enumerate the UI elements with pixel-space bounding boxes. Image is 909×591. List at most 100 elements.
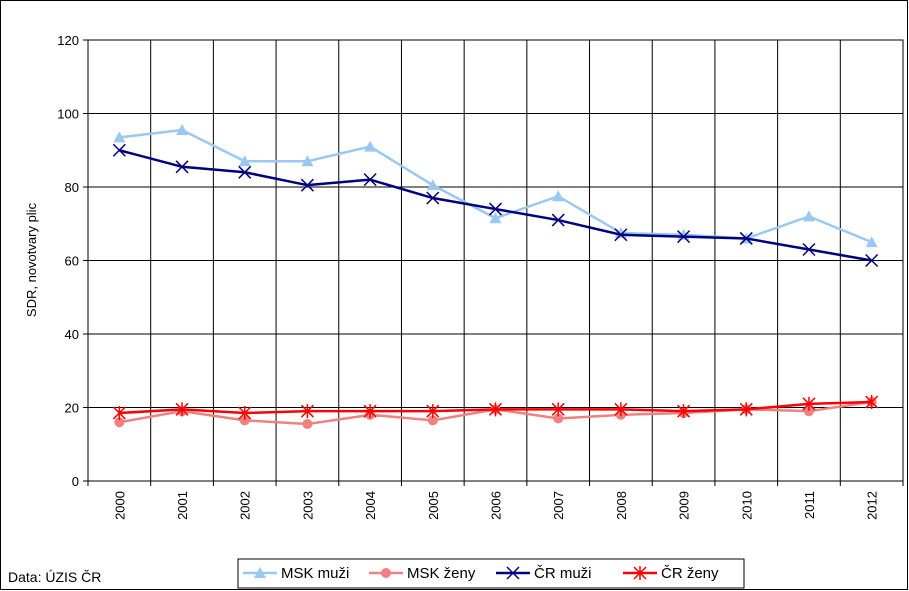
- asterisk: [300, 404, 314, 419]
- y-tick-label: 80: [65, 180, 79, 195]
- marker: [865, 236, 878, 248]
- marker: [112, 143, 126, 157]
- marker: [239, 415, 250, 426]
- marker: [302, 419, 313, 430]
- marker: [865, 394, 879, 409]
- marker: [300, 404, 314, 419]
- cross: [112, 143, 126, 157]
- y-tick-label: 0: [72, 474, 79, 489]
- legend-label: ČR ženy: [661, 565, 719, 582]
- asterisk: [488, 402, 503, 417]
- marker: [427, 415, 438, 426]
- marker: [865, 253, 879, 268]
- marker: [614, 228, 628, 242]
- cross: [363, 173, 377, 187]
- dot: [239, 415, 250, 426]
- dot: [427, 415, 438, 426]
- dot: [302, 419, 313, 430]
- y-tick-label: 60: [65, 254, 79, 269]
- marker: [238, 155, 251, 167]
- asterisk: [175, 402, 189, 417]
- x-tick-label: 2004: [363, 491, 378, 520]
- x-tick-label: 2000: [112, 491, 127, 520]
- marker: [238, 165, 252, 179]
- cross: [865, 253, 879, 268]
- asterisk: [614, 402, 628, 417]
- asterisk: [739, 402, 753, 417]
- y-tick-label: 120: [57, 33, 79, 48]
- triangle: [301, 155, 314, 167]
- x-tick-label: 2007: [551, 491, 566, 520]
- y-tick-label: 100: [57, 107, 79, 122]
- marker: [300, 178, 314, 192]
- marker: [381, 568, 391, 578]
- triangle: [254, 567, 266, 578]
- marker: [739, 402, 753, 417]
- marker: [175, 160, 189, 174]
- x-tick-label: 2006: [489, 491, 504, 520]
- legend-label: MSK ženy: [407, 565, 476, 582]
- marker: [489, 212, 502, 224]
- triangle: [802, 210, 815, 222]
- marker: [364, 140, 377, 152]
- x-tick-label: 2011: [802, 491, 817, 519]
- y-tick-label: 40: [65, 327, 79, 342]
- cross: [238, 165, 252, 179]
- x-tick-label: 2012: [865, 491, 880, 520]
- asterisk: [633, 566, 647, 580]
- triangle: [489, 212, 502, 224]
- marker: [254, 567, 266, 578]
- marker: [112, 406, 126, 421]
- marker: [552, 190, 565, 202]
- cross: [802, 242, 816, 257]
- asterisk: [426, 404, 440, 419]
- marker: [363, 404, 377, 419]
- x-tick-label: 2009: [677, 491, 692, 520]
- marker: [426, 191, 440, 205]
- x-tick-label: 2010: [739, 491, 754, 520]
- marker: [176, 124, 189, 136]
- marker: [238, 406, 252, 421]
- marker: [802, 242, 816, 257]
- marker: [175, 402, 189, 417]
- dot: [803, 406, 814, 417]
- marker: [677, 404, 691, 419]
- marker: [614, 402, 628, 417]
- x-tick-label: 2003: [300, 491, 315, 520]
- legend-label: MSK muži: [281, 565, 349, 582]
- asterisk: [802, 396, 816, 411]
- triangle: [364, 140, 377, 152]
- marker: [551, 402, 565, 417]
- marker: [488, 202, 503, 216]
- triangle: [238, 155, 251, 167]
- asterisk: [238, 406, 252, 421]
- marker: [677, 230, 691, 244]
- triangle: [426, 179, 439, 191]
- asterisk: [112, 406, 126, 421]
- cross: [614, 228, 628, 242]
- marker: [553, 413, 564, 424]
- legend-box: [237, 558, 745, 589]
- legend-label: ČR muži: [534, 565, 592, 582]
- marker: [506, 566, 520, 580]
- x-tick-label: 2001: [175, 491, 190, 520]
- marker: [802, 396, 816, 411]
- asterisk: [677, 404, 691, 419]
- triangle: [865, 236, 878, 248]
- y-axis-label: SDR, novotvary plic: [24, 202, 39, 317]
- x-tick-label: 2002: [238, 491, 253, 520]
- marker: [114, 417, 125, 428]
- asterisk: [865, 394, 879, 409]
- marker: [301, 155, 314, 167]
- marker: [113, 131, 126, 143]
- cross: [677, 230, 691, 244]
- marker: [802, 210, 815, 222]
- marker: [426, 179, 439, 191]
- source-note: Data: ÚZIS ČR: [8, 569, 101, 585]
- x-tick-label: 2008: [614, 491, 629, 520]
- marker: [363, 173, 377, 187]
- cross: [739, 231, 753, 245]
- cross: [175, 160, 189, 174]
- cross: [506, 566, 520, 580]
- marker: [426, 404, 440, 419]
